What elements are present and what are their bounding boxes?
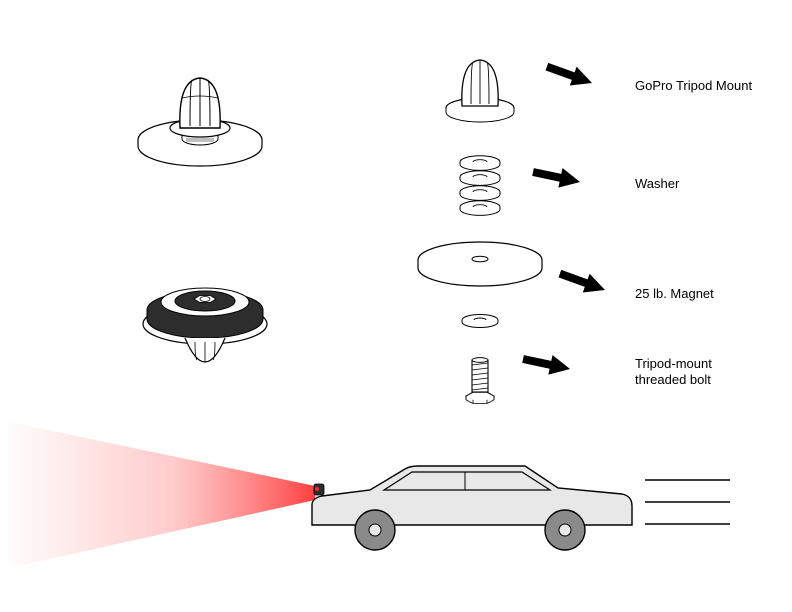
figure-magnet-assembled [143, 288, 267, 362]
label-washer: Washer [635, 176, 679, 192]
arrow-gopro-mount [543, 57, 595, 92]
arrow-bolt [521, 349, 572, 379]
label-gopro-mount: GoPro Tripod Mount [635, 78, 752, 94]
figure-gopro-assembled [138, 78, 262, 166]
arrow-washer [531, 162, 582, 192]
camera-beam [0, 420, 315, 570]
part-bolt [466, 358, 494, 404]
car-silhouette [312, 466, 730, 550]
part-gopro-mount [446, 60, 514, 122]
part-magnet [418, 242, 542, 286]
part-washers [460, 156, 500, 216]
label-magnet: 25 lb. Magnet [635, 286, 714, 302]
arrow-magnet [556, 264, 608, 299]
part-washer-lower [462, 315, 498, 328]
label-bolt: Tripod-mount threaded bolt [635, 356, 712, 387]
